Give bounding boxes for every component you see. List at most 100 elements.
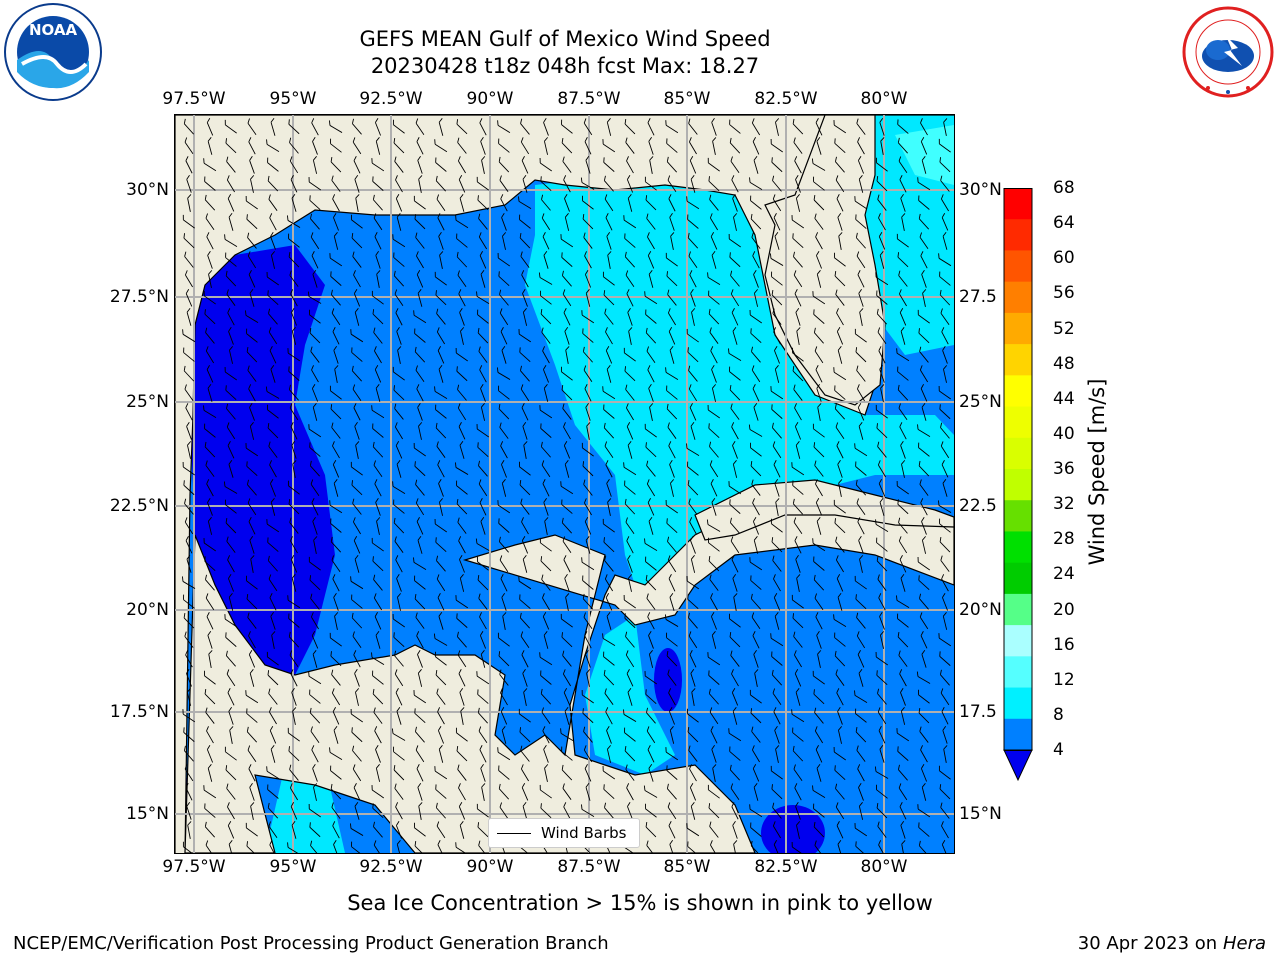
colorbar-tick: 68 bbox=[1053, 178, 1075, 198]
wind-barb bbox=[352, 384, 362, 402]
wind-barb bbox=[498, 518, 510, 533]
wind-barb bbox=[582, 214, 594, 230]
wind-barb bbox=[856, 498, 866, 515]
lat-tick-right: 20°N bbox=[959, 600, 1002, 620]
wind-barb bbox=[457, 137, 467, 154]
wind-barb bbox=[665, 367, 679, 381]
colorbar-segment bbox=[1004, 687, 1032, 720]
wind-barb bbox=[940, 308, 950, 325]
colorbar-tick: 12 bbox=[1053, 669, 1075, 690]
wind-barb bbox=[250, 175, 255, 193]
wind-barb bbox=[584, 384, 592, 402]
wind-barb bbox=[416, 251, 424, 269]
colorbar-tick: 40 bbox=[1053, 423, 1075, 444]
wind-barb bbox=[227, 688, 235, 706]
wind-barb bbox=[332, 460, 340, 478]
wind-barb bbox=[331, 308, 341, 326]
wind-barb bbox=[455, 727, 468, 742]
wind-barb bbox=[270, 364, 276, 383]
wind-barb bbox=[245, 443, 259, 457]
wind-barb bbox=[837, 346, 843, 364]
wind-barb bbox=[502, 612, 507, 630]
wind-barb bbox=[292, 707, 297, 725]
wind-barb bbox=[354, 308, 360, 326]
wind-barb bbox=[203, 158, 217, 172]
wind-barb bbox=[435, 404, 447, 419]
wind-barb bbox=[224, 234, 238, 248]
wind-barb bbox=[436, 308, 446, 325]
wind-barb bbox=[582, 575, 594, 590]
wind-barb bbox=[815, 745, 823, 763]
wind-barb bbox=[249, 669, 255, 687]
wind-barb bbox=[938, 765, 951, 780]
wind-barb bbox=[666, 271, 678, 287]
wind-barb bbox=[352, 498, 362, 515]
colorbar-segment bbox=[1004, 469, 1032, 501]
wind-barb bbox=[856, 251, 866, 269]
wind-barb bbox=[226, 175, 236, 193]
wind-barb bbox=[416, 517, 424, 535]
wind-barb bbox=[249, 289, 255, 307]
wind-barb bbox=[835, 175, 845, 193]
wind-barb bbox=[918, 708, 930, 724]
wind-barb bbox=[245, 310, 259, 323]
wind-barb bbox=[585, 402, 591, 421]
wind-barb bbox=[710, 232, 718, 250]
wind-barb bbox=[248, 384, 256, 402]
wind-barb bbox=[375, 631, 381, 649]
wind-barb bbox=[497, 252, 510, 267]
wind-barb bbox=[204, 194, 216, 211]
wind-barb bbox=[856, 631, 866, 649]
wind-barb bbox=[561, 499, 573, 514]
wind-barb bbox=[311, 118, 319, 136]
wind-barb bbox=[520, 764, 529, 782]
wind-barb bbox=[731, 308, 739, 326]
wind-barb bbox=[751, 118, 761, 136]
wind-barb bbox=[711, 744, 717, 763]
wind-barb bbox=[434, 766, 448, 780]
wind-barb bbox=[354, 174, 360, 193]
wind-barb bbox=[225, 517, 237, 534]
wind-barb bbox=[417, 402, 423, 421]
wind-barb bbox=[456, 251, 468, 268]
wind-barb bbox=[459, 554, 465, 573]
wind-barb bbox=[752, 764, 760, 782]
wind-barb bbox=[709, 194, 719, 211]
wind-barb bbox=[459, 687, 465, 706]
wind-barb bbox=[855, 726, 867, 743]
wind-barb bbox=[711, 384, 717, 402]
wind-barb bbox=[771, 422, 782, 439]
wind-barb bbox=[329, 632, 342, 647]
wind-barb bbox=[228, 706, 234, 725]
wind-barb bbox=[688, 631, 698, 649]
wind-barb bbox=[793, 631, 803, 648]
wind-barb bbox=[815, 232, 823, 250]
wind-barb bbox=[475, 538, 490, 551]
wind-barb bbox=[308, 177, 322, 191]
wind-barb bbox=[628, 574, 633, 592]
wind-barb bbox=[605, 593, 613, 611]
lat-tick-right: 25°N bbox=[959, 392, 1002, 412]
wind-barb bbox=[352, 517, 361, 535]
wind-barb bbox=[309, 575, 321, 591]
wind-barb bbox=[796, 574, 801, 592]
wind-barb bbox=[291, 327, 297, 345]
wind-barb bbox=[920, 118, 928, 136]
wind-barb bbox=[373, 460, 383, 477]
colorbar-segment bbox=[1004, 219, 1032, 251]
wind-barb bbox=[520, 498, 530, 515]
wind-barb bbox=[918, 442, 930, 457]
wind-barb bbox=[352, 745, 362, 762]
wind-barb bbox=[688, 384, 698, 402]
wind-barb bbox=[791, 594, 804, 609]
wind-barb bbox=[900, 193, 906, 212]
wind-barb bbox=[543, 631, 549, 649]
wind-barb bbox=[584, 137, 592, 155]
wind-barb bbox=[709, 574, 719, 591]
wind-barb bbox=[459, 441, 465, 459]
wind-barb bbox=[518, 196, 532, 209]
wind-barb bbox=[876, 423, 888, 439]
wind-barb bbox=[791, 462, 805, 476]
wind-barb bbox=[856, 745, 866, 762]
wind-barb bbox=[921, 269, 927, 288]
